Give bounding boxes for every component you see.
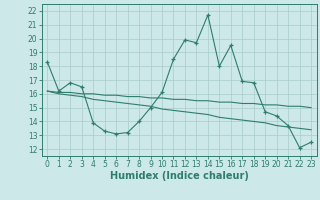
X-axis label: Humidex (Indice chaleur): Humidex (Indice chaleur): [110, 171, 249, 181]
